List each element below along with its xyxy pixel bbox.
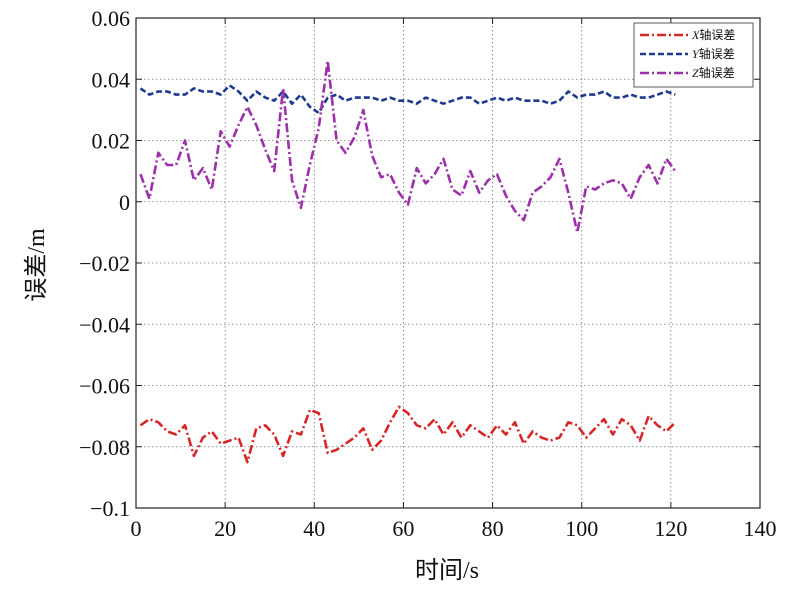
y-tick-label: −0.04 bbox=[79, 312, 130, 337]
x-tick-label: 20 bbox=[214, 516, 236, 541]
y-tick-label: 0.06 bbox=[92, 6, 131, 31]
y-tick-label: −0.08 bbox=[79, 435, 130, 460]
y-axis-label: 误差/m bbox=[23, 228, 50, 302]
legend-axis-letter: Z bbox=[692, 66, 699, 80]
grid-lines bbox=[136, 18, 760, 508]
y-tick-label: 0 bbox=[119, 190, 130, 215]
legend-entry-z: Z轴误差 bbox=[692, 65, 735, 80]
series-line-x bbox=[139, 405, 677, 464]
x-axis-label: 时间/s bbox=[415, 557, 479, 584]
axis-ticks: 0 20 40 60 80 100 120 140 −0.1 −0.08 −0.06 −0.04 −0.… bbox=[79, 6, 776, 541]
series-layer bbox=[139, 59, 677, 464]
x-tick-label: 0 bbox=[131, 516, 142, 541]
x-tick-label: 100 bbox=[565, 516, 598, 541]
y-tick-label: −0.1 bbox=[90, 496, 130, 521]
legend-entry-y: Y轴误差 bbox=[692, 46, 735, 61]
series-line-z bbox=[139, 59, 677, 234]
series-line-y bbox=[139, 84, 676, 115]
legend-axis-letter: Y bbox=[692, 47, 700, 61]
legend-axis-letter: X bbox=[691, 28, 700, 42]
x-tick-label: 120 bbox=[654, 516, 687, 541]
y-tick-label: −0.02 bbox=[79, 251, 130, 276]
x-tick-label: 60 bbox=[392, 516, 414, 541]
legend-entry-x: X轴误差 bbox=[691, 27, 735, 42]
x-tick-label: 140 bbox=[744, 516, 777, 541]
legend-suffix: 轴误差 bbox=[699, 65, 735, 80]
x-tick-label: 40 bbox=[303, 516, 325, 541]
y-tick-label: 0.02 bbox=[92, 129, 131, 154]
y-tick-label: 0.04 bbox=[92, 67, 131, 92]
legend-suffix: 轴误差 bbox=[699, 46, 735, 61]
y-tick-label: −0.06 bbox=[79, 374, 130, 399]
legend-suffix: 轴误差 bbox=[699, 27, 735, 42]
x-tick-label: 80 bbox=[482, 516, 504, 541]
